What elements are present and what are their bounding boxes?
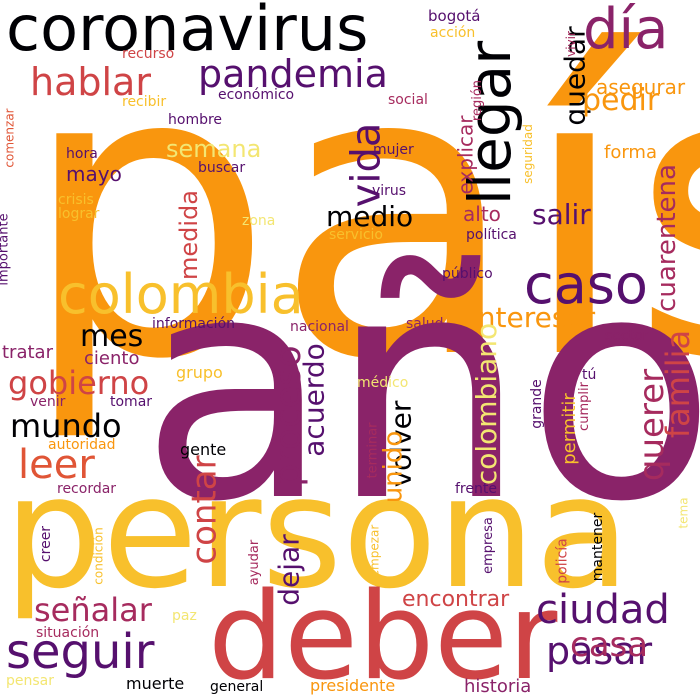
word-grande: grande bbox=[528, 379, 545, 429]
word-alto: alto bbox=[463, 202, 501, 226]
word-forma: forma bbox=[604, 142, 657, 163]
word-creer: creer bbox=[38, 525, 55, 563]
word-ciudad: ciudad bbox=[536, 587, 670, 633]
word-cuarentena: cuarentena bbox=[651, 164, 682, 312]
word-region: región bbox=[470, 79, 486, 122]
word-empezar: empezar bbox=[367, 524, 382, 578]
word-condicion: condición bbox=[91, 527, 106, 585]
word-mayo: mayo bbox=[66, 162, 122, 186]
word-policia: policía bbox=[554, 538, 571, 584]
word-informacion: información bbox=[152, 316, 236, 332]
word-permitir: permitir bbox=[558, 393, 580, 465]
word-recibir: recibir bbox=[122, 94, 167, 110]
word-vivir: vivir bbox=[563, 31, 578, 57]
word-encontrar: encontrar bbox=[402, 587, 510, 612]
word-recordar: recordar bbox=[57, 481, 117, 497]
word-lograr: lograr bbox=[58, 206, 100, 222]
word-colombiano: colombiano bbox=[470, 322, 504, 486]
word-accion: acción bbox=[430, 25, 476, 41]
word-medida: medida bbox=[175, 190, 203, 280]
word-importante: importante bbox=[0, 213, 12, 286]
word-economico: económico bbox=[218, 87, 295, 103]
word-hombre: hombre bbox=[168, 112, 223, 128]
word-semana: semana bbox=[166, 135, 262, 163]
word-hora: hora bbox=[66, 146, 98, 162]
word-contar: contar bbox=[184, 455, 225, 565]
word-asegurar: asegurar bbox=[596, 75, 686, 99]
word-dia: día bbox=[583, 0, 669, 62]
word-pensar: pensar bbox=[6, 673, 55, 689]
word-mujer: mujer bbox=[373, 142, 414, 158]
word-pedir: pedir bbox=[582, 83, 660, 118]
word-ayudar: ayudar bbox=[247, 539, 263, 586]
word-comenzar: comenzar bbox=[2, 108, 17, 168]
word-ciento: ciento bbox=[84, 348, 140, 369]
word-social: social bbox=[388, 92, 428, 108]
word-hablar: hablar bbox=[30, 60, 151, 104]
word-virus: virus bbox=[372, 183, 407, 199]
word-medio: medio bbox=[326, 200, 414, 233]
word-gente: gente bbox=[180, 440, 227, 459]
word-pasar: pasar bbox=[546, 629, 653, 673]
word-autoridad: autoridad bbox=[48, 437, 116, 453]
word-salud: salud bbox=[406, 316, 444, 332]
word-tu: tú bbox=[582, 367, 597, 383]
word-crisis: crisis bbox=[58, 192, 94, 208]
word-presidente: presidente bbox=[310, 676, 396, 695]
word-senalar: señalar bbox=[34, 591, 152, 629]
word-grupo: grupo bbox=[176, 363, 223, 382]
word-seguridad: seguridad bbox=[520, 124, 535, 184]
word-tema: tema bbox=[676, 497, 691, 529]
word-historia: historia bbox=[464, 676, 532, 697]
word-casa: casa bbox=[570, 625, 649, 665]
word-publico: público bbox=[442, 266, 493, 282]
word-terminar: terminar bbox=[365, 422, 381, 479]
word-interesar: interesar bbox=[470, 301, 596, 334]
word-colombia: colombia bbox=[58, 263, 304, 326]
word-familia: familia bbox=[659, 329, 698, 439]
word-caso: caso bbox=[524, 253, 648, 316]
word-cumplir: cumplir bbox=[576, 382, 592, 431]
word-venir: venir bbox=[30, 394, 66, 410]
word-tratar: tratar bbox=[2, 342, 53, 363]
word-mundo: mundo bbox=[10, 407, 122, 445]
word-zona: zona bbox=[242, 213, 276, 229]
word-leer: leer bbox=[18, 442, 95, 488]
word-medico: médico bbox=[357, 375, 409, 391]
word-mes: mes bbox=[80, 319, 144, 354]
word-buscar: buscar bbox=[198, 160, 246, 176]
word-ano: año bbox=[140, 209, 700, 570]
word-nacional: nacional bbox=[290, 319, 349, 335]
word-situacion: situación bbox=[36, 625, 100, 641]
word-paz: paz bbox=[172, 608, 197, 624]
word-coronavirus: coronavirus bbox=[6, 0, 369, 65]
word-unido: unido bbox=[378, 430, 409, 504]
word-pandemia: pandemia bbox=[198, 52, 388, 96]
word-servicio: servicio bbox=[329, 227, 383, 243]
word-salir: salir bbox=[532, 198, 591, 231]
word-empresa: empresa bbox=[480, 517, 496, 574]
word-frente: frente bbox=[455, 481, 497, 497]
word-muerte: muerte bbox=[126, 674, 185, 693]
word-acuerdo: acuerdo bbox=[297, 343, 331, 457]
word-general: general bbox=[210, 679, 264, 695]
word-recurso: recurso bbox=[122, 46, 175, 62]
word-mantener: mantener bbox=[590, 512, 607, 582]
word-tomar: tomar bbox=[110, 394, 153, 410]
word-politica: política bbox=[466, 227, 517, 243]
word-sector: sector bbox=[605, 328, 649, 344]
word-seguir: seguir bbox=[6, 624, 155, 680]
word-dejar: dejar bbox=[272, 534, 306, 606]
word-bogota: bogotá bbox=[428, 7, 481, 25]
word-deber: deber bbox=[208, 568, 558, 700]
word-pais: país bbox=[20, 0, 700, 447]
word-persona: persona bbox=[4, 442, 631, 623]
word-gobierno: gobierno bbox=[8, 364, 150, 402]
word-explicar: explicar bbox=[453, 115, 478, 195]
